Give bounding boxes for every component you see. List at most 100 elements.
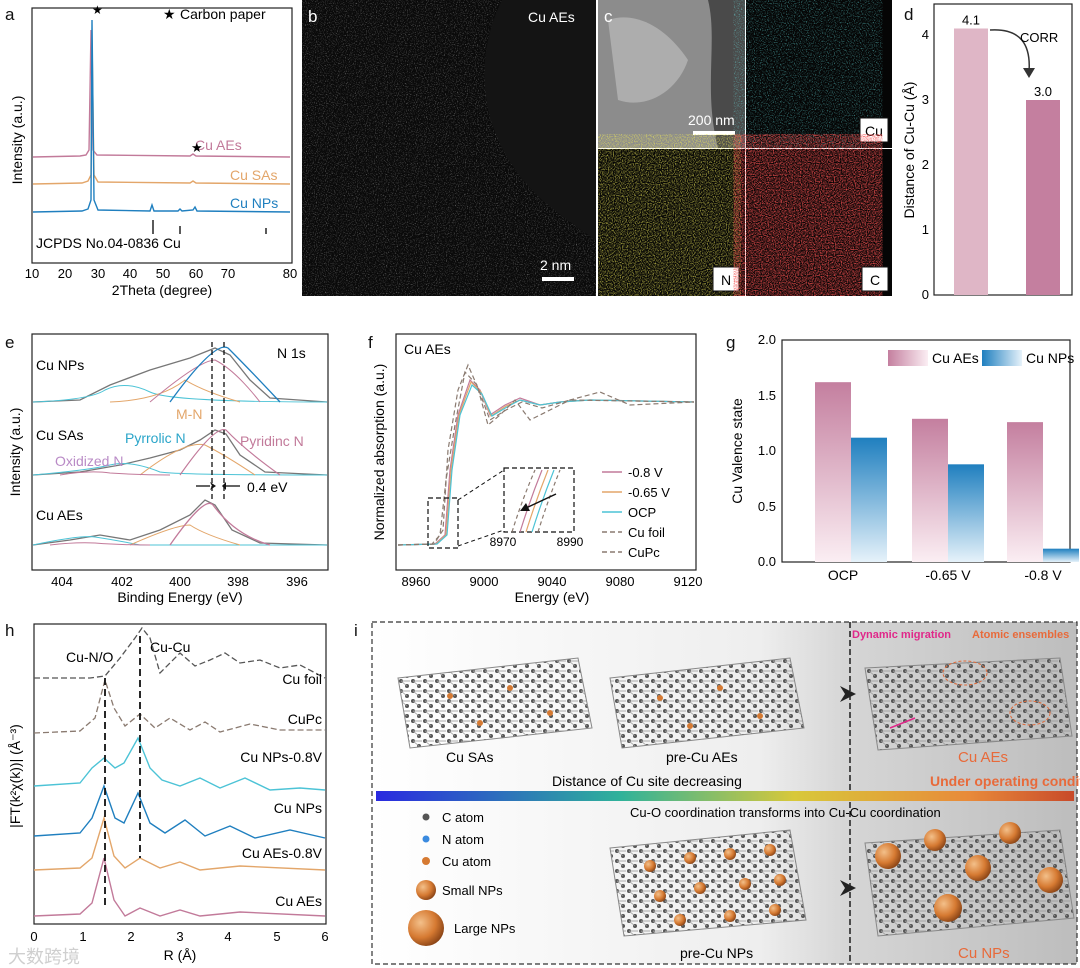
g-xtick-2: -0.8 V [1024, 567, 1062, 583]
b-title: Cu AEs [528, 9, 575, 25]
g-legend-aes: Cu AEs [932, 350, 979, 366]
f-curve-cupc [397, 363, 695, 546]
i-legend-n: N atom [442, 832, 484, 847]
cu-map-label: Cu [865, 123, 883, 139]
svg-text:0.0: 0.0 [758, 554, 776, 569]
svg-text:402: 402 [111, 574, 133, 589]
h-label-aes: Cu AEs [275, 893, 322, 909]
panel-a-frame [31, 7, 293, 264]
e-nps-raw [32, 347, 328, 403]
svg-text:8960: 8960 [402, 574, 431, 589]
svg-text:30: 30 [91, 266, 105, 281]
svg-text:9040: 9040 [538, 574, 567, 589]
svg-text:-0.65 V: -0.65 V [628, 485, 670, 500]
f-xlabel: Energy (eV) [515, 589, 590, 605]
svg-text:2: 2 [922, 157, 929, 172]
h-cu-nps [33, 783, 326, 839]
f-legend: -0.8 V -0.65 V OCP Cu foil CuPc [602, 465, 670, 560]
sheet-pre-cu-aes [609, 657, 805, 749]
h-cu-aes [33, 857, 326, 917]
peak-star: ★ [92, 3, 103, 17]
e-title: N 1s [277, 345, 306, 361]
h-ylabel: |FT(k²χ(k))| (Å⁻³) [7, 724, 23, 828]
i-legend-large: Large NPs [454, 921, 516, 936]
d-yticks: 0 1 2 3 4 [922, 27, 929, 302]
i-legend-c: C atom [442, 810, 484, 825]
i-cuo: Cu-O coordination transforms into Cu-Cu … [630, 805, 941, 820]
panel-d: d 4.1 3.0 0 1 2 3 4 Distance of Cu-Cu (Å) C… [901, 3, 1073, 302]
legend-star: ★ [163, 6, 176, 22]
g-legend-nps-swatch [982, 350, 1022, 366]
xrd-cu-aes [32, 29, 291, 158]
panel-e: e N 1s Cu NPs Cu SAs Cu AEs 0.4 eV M-N P… [5, 333, 329, 605]
e-xlabel: Binding Energy (eV) [117, 589, 242, 605]
e-cu-sas: Cu SAs [36, 427, 83, 443]
svg-text:1: 1 [79, 929, 86, 944]
f-inset-tick1: 8970 [490, 535, 517, 549]
sheet-cu-sas [397, 657, 593, 749]
h-cupc [33, 677, 325, 734]
h-label-aes08: Cu AEs-0.8V [242, 845, 323, 861]
c-map-label: C [870, 272, 880, 288]
a-xlabel: 2Theta (degree) [112, 282, 212, 298]
e-xticks: 404 402 400 398 396 [51, 574, 308, 589]
panel-a: a ★ Carbon paper Cu AEs ★ Cu SAs Cu NPs … [5, 3, 297, 298]
label-cu-aes: Cu AEs [195, 137, 242, 153]
panel-e-frame [31, 333, 329, 571]
h-xlabel: R (Å) [164, 947, 197, 963]
svg-text:6: 6 [321, 929, 328, 944]
h-label-nps: Cu NPs [274, 800, 322, 816]
svg-text:3: 3 [922, 92, 929, 107]
legend-carbon-paper: Carbon paper [180, 6, 266, 22]
svg-text:2: 2 [127, 929, 134, 944]
h-cu-foil [34, 626, 326, 679]
panel-label-c: c [604, 7, 613, 26]
panel-b: b Cu AEs 2 nm [302, 0, 596, 296]
corr-label: CORR [1020, 30, 1058, 45]
svg-text:CuPc: CuPc [628, 545, 660, 560]
svg-text:5: 5 [273, 929, 280, 944]
c-scale-bar [693, 131, 735, 135]
panel-label-h: h [5, 621, 14, 640]
h-cu-aes-08 [33, 815, 326, 871]
svg-text:9120: 9120 [674, 574, 703, 589]
h-xticks: 0 1 2 3 4 5 6 [30, 929, 328, 944]
g-ylabel: Cu Valence state [729, 398, 745, 504]
svg-text:0.5: 0.5 [758, 499, 776, 514]
a-xticks: 10 20 30 40 50 60 70 80 [25, 266, 297, 281]
g-bar-0-2 [1007, 422, 1043, 562]
svg-text:4: 4 [224, 929, 231, 944]
d-bar-label-0: 4.1 [962, 13, 980, 28]
svg-text:-0.8 V: -0.8 V [628, 465, 663, 480]
i-legend-small: Small NPs [442, 883, 503, 898]
d-bar-1 [1026, 100, 1060, 295]
xrd-cu-sas [32, 39, 291, 185]
h-cucu: Cu-Cu [150, 639, 190, 655]
i-cu-nps: Cu NPs [958, 945, 1010, 962]
c-scale-text: 200 nm [688, 112, 735, 128]
f-curve-ocp [397, 383, 695, 546]
f-curve-cufoil [397, 370, 695, 546]
watermark: 大数跨境 [8, 947, 80, 967]
g-bar-1-1 [948, 464, 984, 562]
panel-label-b: b [308, 7, 317, 26]
panel-label-d: d [904, 5, 913, 24]
svg-text:Cu foil: Cu foil [628, 525, 665, 540]
sheet-pre-cu-nps [609, 829, 807, 937]
panel-f: f Cu AEs 8970 8990 -0.8 V -0.65 V OCP Cu… [368, 333, 703, 605]
svg-text:10: 10 [25, 266, 39, 281]
h-label-cufoil: Cu foil [282, 671, 322, 687]
svg-text:0: 0 [30, 929, 37, 944]
svg-text:80: 80 [283, 266, 297, 281]
i-gradient-arrow [376, 791, 1074, 801]
i-legend-cu: Cu atom [442, 854, 491, 869]
svg-text:9080: 9080 [606, 574, 635, 589]
b-scale-bar [542, 277, 574, 281]
h-label-cupc: CuPc [288, 711, 322, 727]
panel-h: h Cu-N/O Cu-Cu Cu foil CuPc Cu NPs-0.8V … [5, 621, 329, 967]
svg-text:60: 60 [189, 266, 203, 281]
g-legend-nps: Cu NPs [1026, 350, 1074, 366]
n-map-label: N [721, 272, 731, 288]
svg-text:398: 398 [227, 574, 249, 589]
svg-text:20: 20 [58, 266, 72, 281]
